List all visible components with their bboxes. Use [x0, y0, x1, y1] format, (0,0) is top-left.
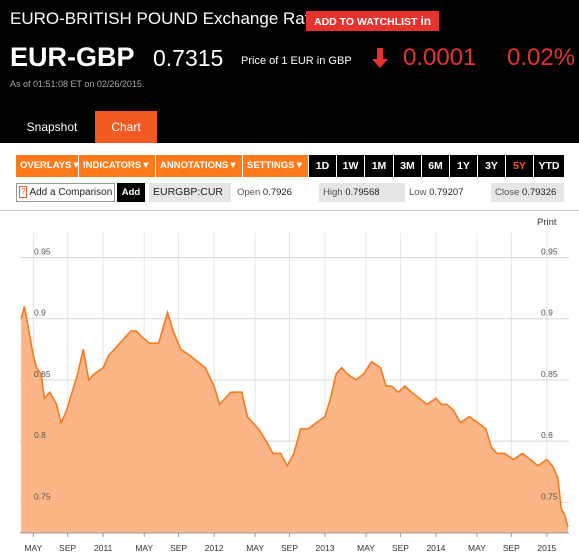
open-stat: Open 0.7926	[233, 183, 317, 202]
range-5y-button[interactable]: 5Y	[506, 155, 533, 177]
low-label: Low	[409, 187, 427, 198]
x-tick-label: SEP	[59, 543, 76, 553]
high-label: High	[323, 187, 343, 198]
price-change-percent: 0.02%	[507, 44, 576, 71]
help-icon[interactable]: ?	[19, 186, 28, 199]
x-tick-label: SEP	[503, 543, 520, 553]
y-tick-label-right: 0.75	[541, 491, 558, 501]
as-of-timestamp: As of 01:51:08 ET on 02/26/2015.	[10, 79, 145, 89]
annotations-menu[interactable]: ANNOTATIONS▼	[156, 155, 243, 177]
add-comparison-button[interactable]: Add	[117, 183, 145, 202]
overlays-label: OVERLAYS	[20, 160, 72, 171]
range-3m-button[interactable]: 3M	[394, 155, 421, 177]
price-chart-svg[interactable]: 0.75 0.75 0.8 0.8 0.85 0.85 0.9 0.9 0.95 0.95 MAY S…	[0, 211, 579, 558]
y-tick-label-left: 0.95	[34, 246, 51, 256]
x-tick-label: MAY	[135, 543, 153, 553]
range-1y-button[interactable]: 1Y	[450, 155, 477, 177]
x-tick-label: MAY	[24, 543, 42, 553]
low-value: 0.79207	[429, 187, 464, 198]
high-value: 0.79568	[345, 187, 380, 198]
overlays-menu[interactable]: OVERLAYS▼	[16, 155, 79, 177]
x-tick-label: 2011	[94, 543, 113, 553]
comparison-row: ? Add a Comparison Add EURGBP:CUR Open 0.…	[16, 183, 564, 203]
settings-label: SETTINGS	[247, 160, 295, 171]
x-tick-label: MAY	[246, 543, 264, 553]
close-label: Close	[495, 187, 520, 198]
x-tick-label: SEP	[170, 543, 187, 553]
price-line	[20, 306, 569, 528]
x-tick-label: 2013	[316, 543, 335, 553]
x-tick-label: 2012	[205, 543, 224, 553]
tab-snapshot[interactable]: Snapshot	[10, 111, 94, 143]
high-stat: High 0.79568	[319, 183, 405, 202]
symbol-label: EURGBP:CUR	[149, 183, 231, 202]
range-1d-button[interactable]: 1D	[309, 155, 336, 177]
close-value: 0.79326	[521, 187, 557, 198]
range-3y-button[interactable]: 3Y	[478, 155, 505, 177]
y-tick-label-left: 0.9	[34, 308, 46, 318]
range-1m-button[interactable]: 1M	[365, 155, 393, 177]
range-1w-button[interactable]: 1W	[337, 155, 364, 177]
x-tick-label: 2014	[426, 543, 445, 553]
print-link[interactable]: Print	[537, 217, 557, 228]
settings-menu[interactable]: SETTINGS▼	[243, 155, 309, 177]
x-tick-label: 2015	[537, 543, 556, 553]
open-label: Open	[237, 187, 261, 198]
tab-chart[interactable]: Chart	[95, 111, 157, 143]
annotations-label: ANNOTATIONS	[160, 160, 229, 171]
x-tick-label: MAY	[468, 543, 486, 553]
open-value: 0.7926	[262, 187, 292, 198]
price-change: 0.0001	[403, 44, 477, 71]
indicators-label: INDICATORS	[83, 160, 142, 171]
y-tick-label-right: 0.9	[541, 308, 553, 318]
comparison-placeholder: Add a Comparison	[29, 187, 113, 198]
range-6m-button[interactable]: 6M	[422, 155, 449, 177]
quote-header: EURO-BRITISH POUND Exchange Rate ADD TO …	[0, 0, 579, 143]
price-description: Price of 1 EUR in GBP	[241, 55, 352, 67]
range-ytd-button[interactable]: YTD	[534, 155, 564, 177]
add-to-watchlist-button[interactable]: ADD TO WATCHLIST in	[306, 11, 440, 31]
x-tick-label: SEP	[392, 543, 409, 553]
close-stat: Close 0.79326	[491, 183, 564, 202]
x-tick-label: MAY	[357, 543, 375, 553]
down-arrow-icon	[372, 48, 388, 68]
price-area	[21, 306, 568, 533]
price-chart[interactable]: 0.75 0.75 0.8 0.8 0.85 0.85 0.9 0.9 0.95 0.95 MAY S…	[0, 210, 579, 558]
page-title: EURO-BRITISH POUND Exchange Rate	[10, 9, 319, 28]
indicators-menu[interactable]: INDICATORS▼	[79, 155, 156, 177]
y-tick-label-right: 0.8	[541, 430, 553, 440]
y-tick-label-left: 0.8	[34, 430, 46, 440]
y-tick-label-left: 0.85	[34, 369, 51, 379]
watchlist-label: ADD TO WATCHLIST	[314, 16, 418, 28]
y-tick-label-right: 0.95	[541, 246, 558, 256]
current-price: 0.7315	[153, 45, 224, 71]
comparison-input[interactable]: ? Add a Comparison	[16, 183, 115, 202]
low-stat: Low 0.79207	[405, 183, 491, 202]
x-tick-label: SEP	[281, 543, 298, 553]
ticker-symbol: EUR-GBP	[10, 42, 135, 72]
y-tick-label-right: 0.85	[541, 369, 558, 379]
linkedin-icon: in	[420, 14, 432, 28]
y-tick-label-left: 0.75	[34, 491, 51, 501]
